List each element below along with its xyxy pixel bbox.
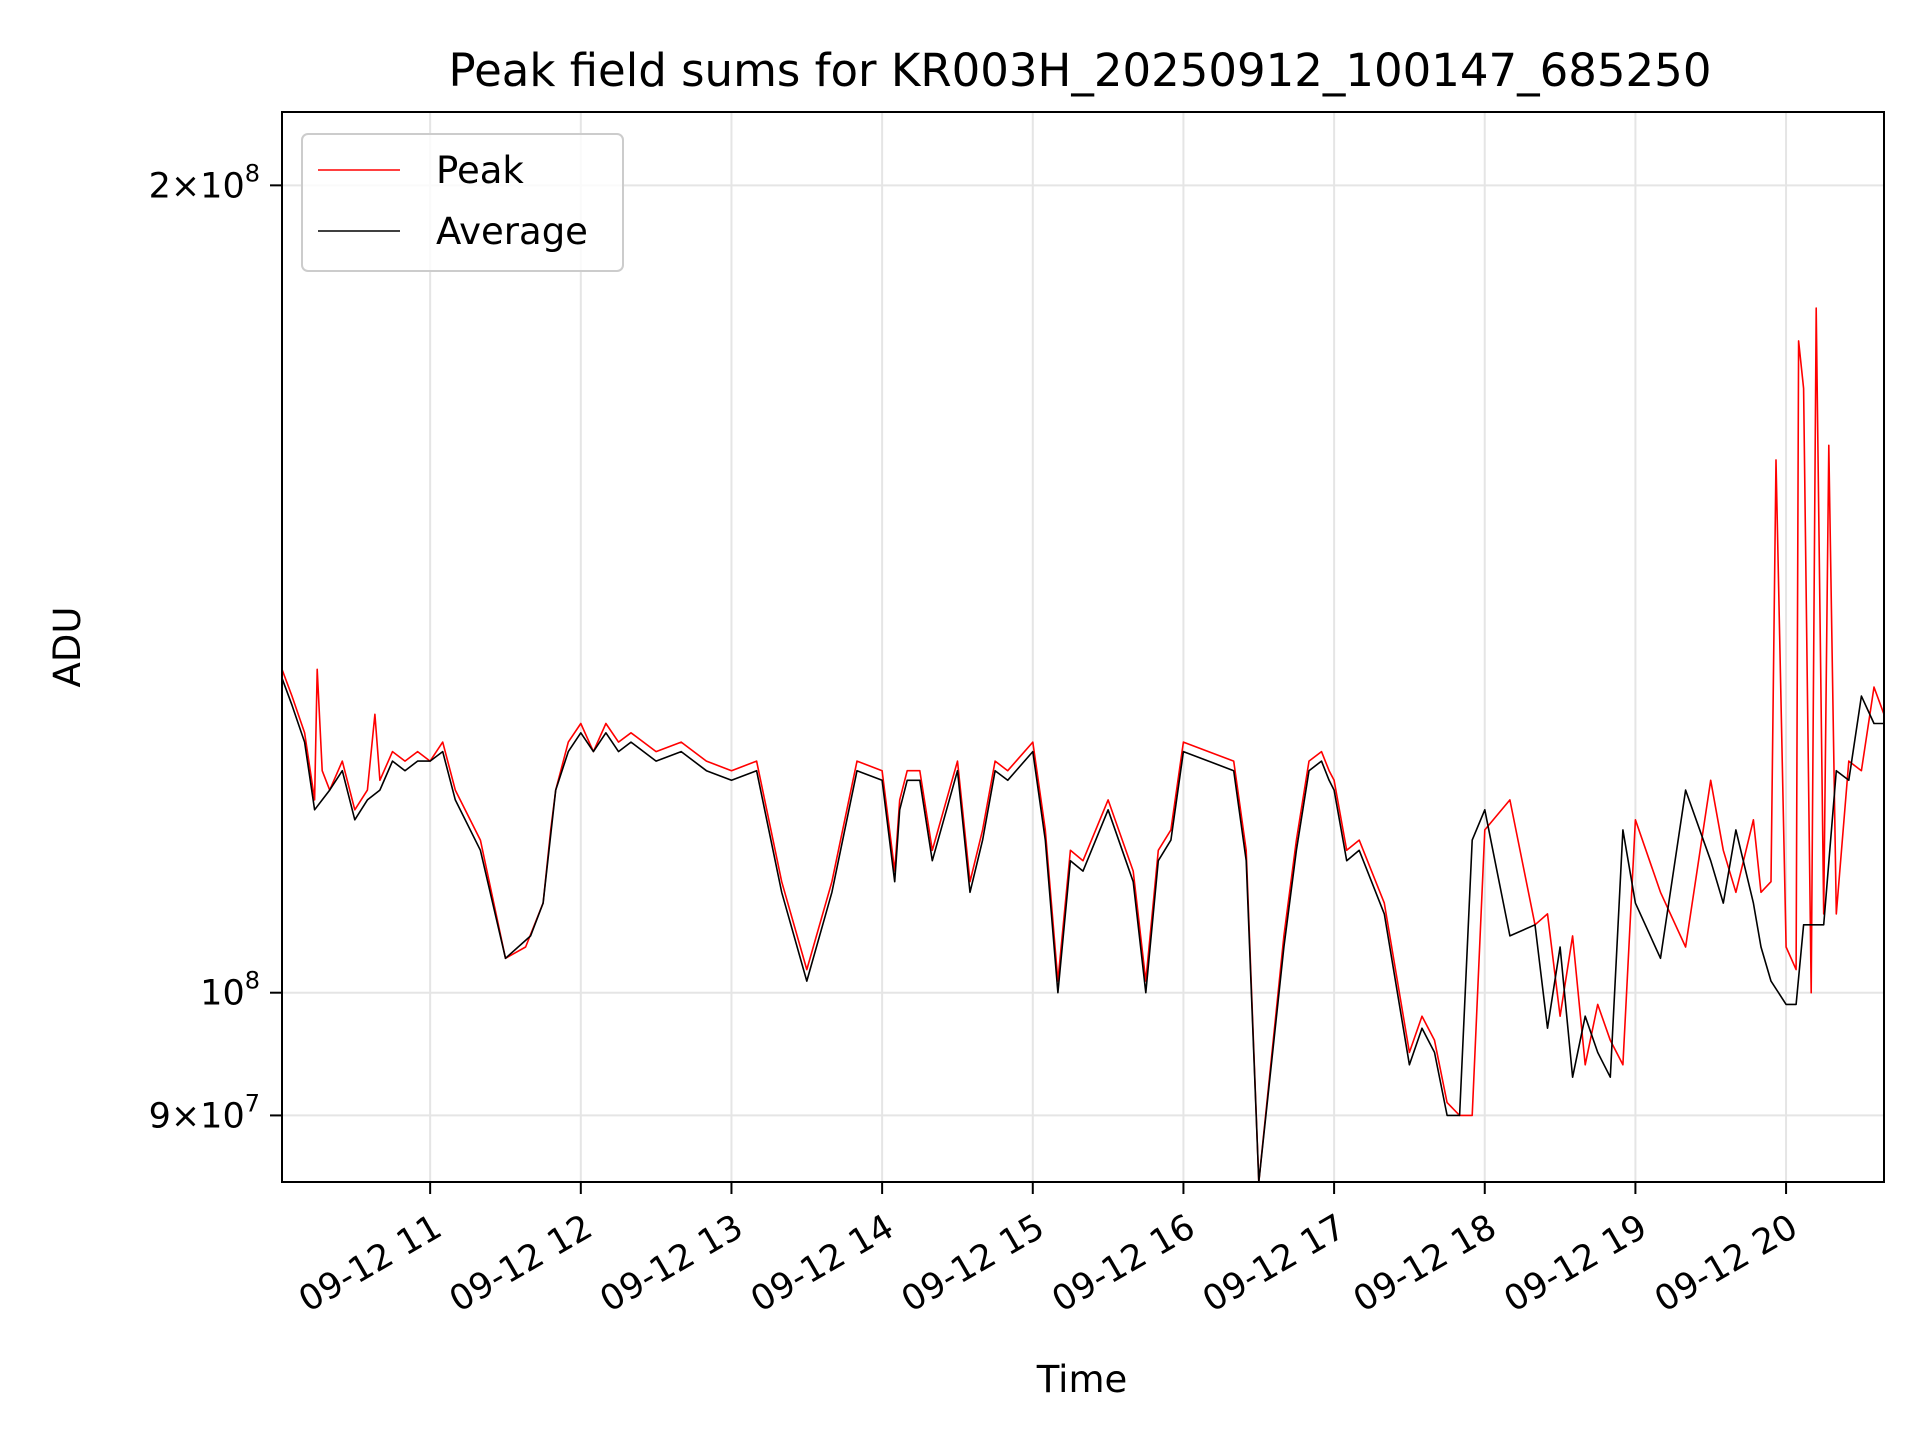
y-tick-label: 2×108 — [149, 159, 260, 206]
plot-frame — [281, 111, 1885, 1183]
x-axis-label: Time — [1036, 1358, 1128, 1401]
legend: Peak Average — [301, 133, 624, 272]
y-axis-ticks: 2×108 108 9×107 — [149, 159, 282, 1136]
chart-title: Peak field sums for KR003H_20250912_1001… — [449, 44, 1712, 97]
legend-average-label: Average — [436, 210, 588, 253]
y-tick-label: 9×107 — [149, 1089, 260, 1136]
y-axis-label: ADU — [46, 607, 89, 688]
series-lines — [281, 307, 1885, 1183]
y-tick-label: 108 — [200, 967, 260, 1014]
legend-peak-label: Peak — [436, 149, 524, 192]
series-line-average — [281, 677, 1884, 1183]
legend-box — [301, 133, 624, 272]
